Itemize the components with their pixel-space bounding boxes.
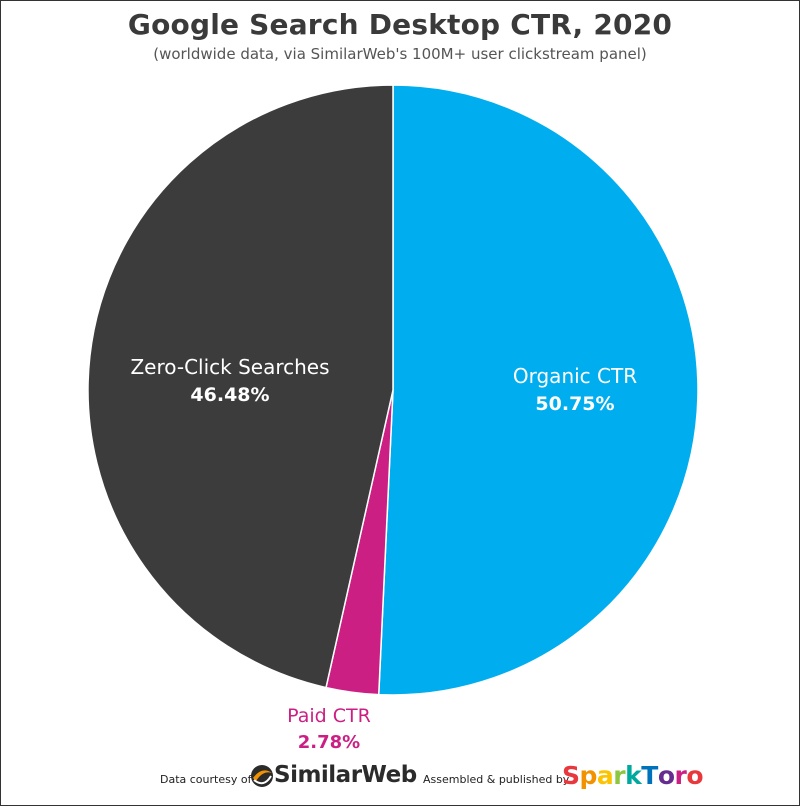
chart-subtitle: (worldwide data, via SimilarWeb's 100M+ … [153, 45, 647, 63]
pie-labels: Organic CTR 50.75% Zero-Click Searches 4… [130, 355, 637, 753]
sparktoro-letter: r [613, 761, 626, 790]
sparktoro-letter: p [579, 761, 598, 790]
sparktoro-letter: S [562, 761, 580, 790]
sparktoro-letter: o [686, 761, 704, 790]
slice-label-paid: Paid CTR [287, 705, 371, 727]
sparktoro-letter: k [625, 761, 642, 790]
slice-value-paid: 2.78% [298, 732, 360, 753]
assembled-published-text: Assembled & published by [423, 773, 570, 786]
chart-title: Google Search Desktop CTR, 2020 [127, 8, 673, 41]
slice-label-zero-click: Zero-Click Searches [130, 355, 329, 379]
similarweb-logo-text: SimilarWeb [274, 762, 417, 788]
pie-slices [87, 84, 699, 696]
slice-value-organic: 50.75% [535, 393, 614, 415]
sparktoro-logo: SparkToro [562, 761, 704, 790]
data-courtesy-text: Data courtesy of [160, 773, 252, 786]
sparktoro-letter: T [641, 761, 658, 790]
sparktoro-letter: a [596, 761, 614, 790]
slice-organic-ctr [377, 84, 699, 696]
slice-value-zero-click: 46.48% [190, 384, 269, 406]
slice-zero-click [87, 84, 394, 689]
slice-label-organic: Organic CTR [513, 364, 637, 388]
sparktoro-letter: r [674, 761, 687, 790]
similarweb-logo-icon [251, 765, 273, 787]
sparktoro-letter: o [657, 761, 675, 790]
